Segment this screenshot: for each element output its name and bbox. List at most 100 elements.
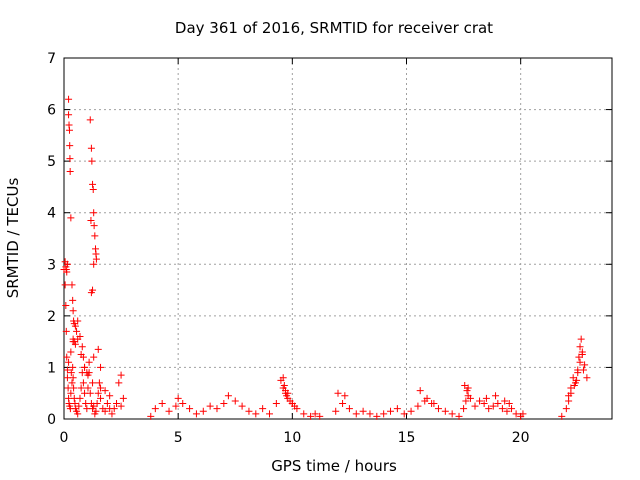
y-tick-label: 7 — [47, 51, 56, 67]
data-point — [63, 268, 71, 276]
data-point — [238, 402, 246, 410]
data-point — [95, 379, 103, 387]
data-point — [119, 394, 127, 402]
data-point — [416, 387, 424, 395]
data-point — [89, 379, 97, 387]
data-point — [512, 410, 520, 418]
data-point — [498, 405, 506, 413]
data-point — [158, 400, 166, 408]
data-point — [86, 389, 94, 397]
data-point — [69, 363, 77, 371]
data-point — [101, 387, 109, 395]
data-point — [576, 358, 584, 366]
data-point — [66, 155, 74, 163]
data-point — [65, 126, 73, 134]
data-point — [61, 258, 69, 266]
data-point — [74, 335, 82, 343]
data-point — [110, 405, 118, 413]
data-point — [578, 348, 586, 356]
data-point — [68, 281, 76, 289]
data-point — [74, 317, 82, 325]
data-point — [174, 394, 182, 402]
data-point — [414, 402, 422, 410]
data-point — [279, 374, 287, 382]
data-point — [485, 405, 493, 413]
data-point — [339, 400, 347, 408]
y-tick-label: 6 — [47, 103, 56, 119]
data-point — [300, 410, 308, 418]
chart-title: Day 361 of 2016, SRMTID for receiver cra… — [175, 19, 493, 37]
data-point — [85, 358, 93, 366]
data-point — [77, 351, 85, 359]
data-point — [78, 343, 86, 351]
data-point — [69, 374, 77, 382]
x-tick-label: 10 — [283, 430, 301, 446]
data-point — [79, 379, 87, 387]
data-point — [97, 394, 105, 402]
data-point — [69, 338, 77, 346]
data-point — [280, 381, 288, 389]
data-point — [91, 232, 99, 240]
data-point — [67, 389, 75, 397]
data-point — [576, 343, 584, 351]
data-point — [71, 322, 79, 330]
data-point — [67, 369, 75, 377]
data-point — [341, 392, 349, 400]
data-point — [332, 407, 340, 415]
data-point — [88, 157, 96, 165]
data-point — [62, 302, 70, 310]
data-point — [92, 255, 100, 263]
y-axis-label: SRMTID / TECUs — [4, 178, 22, 299]
data-point — [334, 389, 342, 397]
y-tick-label: 3 — [47, 257, 56, 273]
data-point — [65, 358, 73, 366]
plot-frame — [63, 57, 613, 420]
data-point — [65, 111, 73, 119]
data-point — [471, 402, 479, 410]
data-point — [508, 405, 516, 413]
data-point — [74, 410, 82, 418]
data-point — [570, 381, 578, 389]
data-point — [494, 400, 502, 408]
data-point — [407, 407, 415, 415]
data-point — [206, 402, 214, 410]
data-point — [73, 327, 81, 335]
data-point — [562, 405, 570, 413]
data-point — [316, 412, 324, 420]
data-point — [89, 180, 97, 188]
data-points — [60, 95, 591, 420]
data-point — [583, 374, 591, 382]
x-tick-label: 20 — [512, 430, 530, 446]
data-point — [61, 281, 69, 289]
data-point — [192, 410, 200, 418]
data-point — [387, 407, 395, 415]
data-point — [117, 402, 125, 410]
data-point — [393, 405, 401, 413]
data-point — [87, 289, 95, 297]
data-point — [117, 371, 125, 379]
data-point — [434, 405, 442, 413]
data-point — [291, 402, 299, 410]
data-point — [441, 407, 449, 415]
data-point — [423, 394, 431, 402]
data-point — [70, 384, 78, 392]
data-point — [84, 384, 92, 392]
data-point — [89, 186, 97, 194]
data-point — [482, 394, 490, 402]
data-point — [519, 410, 527, 418]
data-point — [567, 389, 575, 397]
data-point — [67, 214, 75, 222]
data-point — [186, 405, 194, 413]
data-point — [573, 376, 581, 384]
data-point — [460, 405, 468, 413]
data-point — [430, 400, 438, 408]
data-point — [266, 410, 273, 418]
data-point — [462, 397, 470, 405]
x-axis-label: GPS time / hours — [271, 457, 397, 475]
data-point — [501, 397, 509, 405]
data-point — [373, 412, 381, 420]
data-point — [97, 384, 105, 392]
data-point — [97, 363, 105, 371]
data-point — [492, 392, 500, 400]
